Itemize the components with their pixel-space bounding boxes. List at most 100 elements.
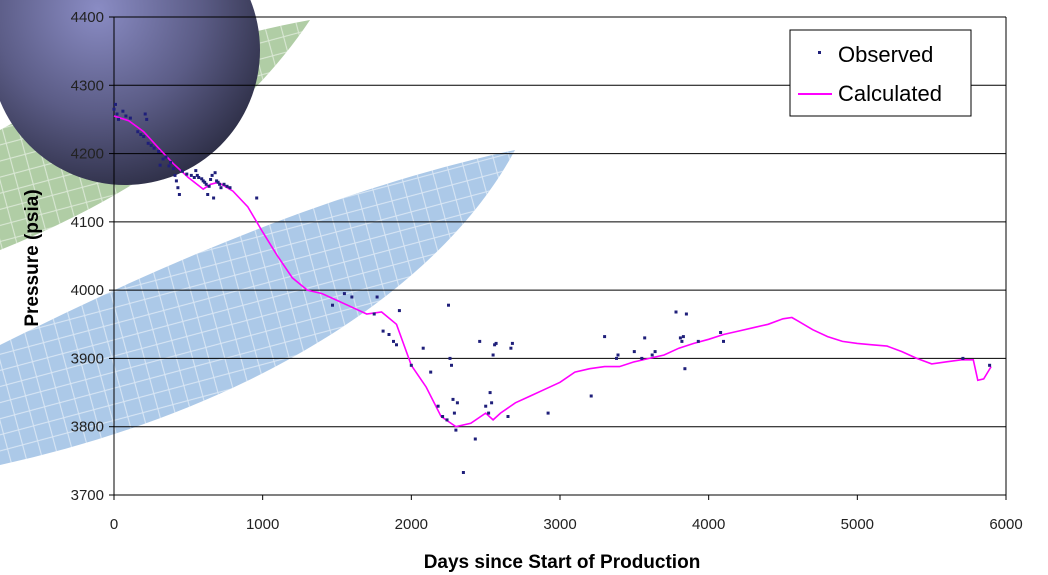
observed-point	[650, 353, 654, 357]
observed-point	[494, 341, 498, 345]
observed-point	[145, 117, 149, 121]
decorative-background	[0, 0, 515, 465]
observed-point	[589, 394, 593, 398]
observed-point	[448, 356, 452, 360]
observed-point	[139, 133, 143, 136]
observed-point	[603, 335, 607, 339]
y-tick-label: 4100	[71, 214, 104, 231]
observed-point	[161, 157, 165, 161]
observed-point	[683, 367, 687, 371]
observed-point	[441, 415, 445, 418]
observed-point	[143, 112, 147, 116]
observed-point	[177, 193, 181, 196]
observed-point	[421, 346, 425, 350]
observed-point	[451, 397, 455, 401]
y-tick-label: 4000	[71, 282, 104, 299]
observed-point	[121, 109, 125, 113]
observed-point	[680, 339, 684, 343]
y-axis-title: Pressure (psia)	[22, 189, 43, 326]
observed-point	[473, 437, 477, 441]
legend-box	[789, 29, 972, 117]
observed-point	[225, 184, 229, 188]
observed-point	[255, 196, 259, 200]
x-tick-label: 5000	[841, 516, 874, 533]
observed-point	[506, 415, 510, 418]
observed-point	[222, 182, 226, 186]
dark-sphere-shape	[0, 0, 260, 185]
observed-point	[372, 312, 376, 316]
observed-point	[632, 350, 636, 354]
y-tick-label: 3800	[71, 419, 104, 436]
observed-point	[189, 173, 193, 177]
x-tick-label: 4000	[692, 516, 725, 533]
observed-point	[200, 177, 204, 181]
observed-point	[207, 184, 211, 188]
y-tick-label: 3900	[71, 350, 104, 367]
legend: Observed Calculated	[789, 29, 972, 117]
calculated-series	[113, 115, 992, 428]
x-axis-title: Days since Start of Production	[424, 552, 701, 573]
observed-point	[149, 143, 153, 147]
observed-point	[478, 339, 482, 343]
observed-point	[450, 363, 453, 367]
observed-point	[487, 411, 491, 415]
observed-point	[218, 182, 222, 186]
observed-point	[203, 180, 207, 184]
x-tick-label: 2000	[395, 516, 428, 533]
observed-point	[172, 167, 175, 171]
observed-point	[114, 102, 117, 106]
observed-point	[158, 163, 162, 167]
observed-point	[988, 363, 992, 367]
observed-point	[176, 186, 180, 190]
observed-point	[169, 160, 172, 164]
observed-point	[115, 112, 119, 116]
legend-calculated-label: Calculated	[838, 81, 942, 106]
calculated-line	[113, 115, 992, 428]
observed-point	[616, 353, 620, 357]
observed-point	[142, 135, 146, 138]
observed-point	[124, 114, 128, 118]
legend-observed-label: Observed	[838, 42, 933, 67]
observed-point	[381, 329, 385, 333]
observed-point	[674, 310, 678, 314]
observed-point	[194, 169, 198, 173]
observed-point	[640, 356, 644, 360]
observed-point	[375, 295, 379, 299]
observed-point	[180, 169, 184, 173]
observed-point	[445, 418, 449, 422]
observed-point	[429, 370, 433, 374]
observed-point	[173, 173, 177, 177]
observed-point	[213, 171, 217, 175]
observed-point	[206, 193, 210, 196]
observed-point	[136, 130, 140, 134]
observed-point	[722, 339, 725, 343]
observed-point	[157, 150, 161, 153]
observed-point	[212, 196, 216, 200]
observed-point	[204, 182, 208, 186]
observed-point	[452, 411, 456, 415]
observed-point	[961, 356, 965, 360]
tick-labels: 3700 3800 3900 4000 4100 4200 4300 4400 0 1000 200…	[71, 9, 1023, 533]
observed-point	[397, 309, 401, 313]
x-tick-label: 1000	[246, 516, 279, 533]
observed-point	[146, 141, 150, 145]
axes	[109, 16, 1007, 500]
y-tick-label: 3700	[71, 487, 104, 504]
observed-point	[696, 339, 700, 343]
observed-point	[228, 186, 232, 190]
observed-point	[509, 346, 513, 350]
x-tick-label: 0	[110, 516, 118, 533]
observed-point	[209, 178, 213, 181]
observed-point	[684, 312, 688, 316]
observed-point	[510, 341, 514, 345]
observed-point	[350, 295, 354, 299]
observed-point	[387, 333, 391, 336]
observed-point	[615, 356, 618, 360]
observed-point	[681, 335, 685, 339]
observed-point	[128, 116, 132, 120]
observed-series	[112, 102, 992, 474]
observed-point	[643, 336, 647, 340]
observed-point	[342, 292, 346, 296]
y-tick-label: 4300	[71, 77, 104, 94]
observed-point	[455, 401, 459, 405]
